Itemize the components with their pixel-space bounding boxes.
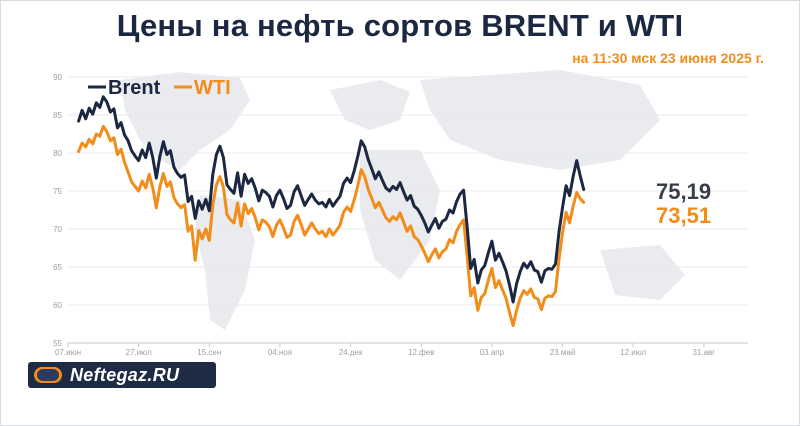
y-tick-label: 75	[53, 187, 62, 196]
neftegaz-logo[interactable]: Neftegaz.RU	[28, 362, 216, 388]
world-map-background	[120, 70, 685, 330]
x-tick-label: 04.ноя	[268, 348, 292, 357]
y-tick-label: 65	[53, 263, 62, 272]
y-tick-label: 70	[53, 225, 62, 234]
y-tick-label: 85	[53, 111, 62, 120]
last-value-wti: 73,51	[656, 203, 711, 228]
chart-series	[77, 95, 586, 327]
series-line-wti	[77, 124, 586, 327]
legend: Brent WTI	[88, 77, 231, 99]
y-tick-label: 55	[53, 339, 62, 348]
y-tick-label: 90	[53, 73, 62, 82]
last-value-brent: 75,19	[656, 179, 711, 204]
x-tick-label: 12.фев	[408, 348, 434, 357]
x-tick-label: 12.июл	[620, 348, 646, 357]
x-tick-label: 07.июн	[55, 348, 81, 357]
y-axis-labels: 55 60 65 70 75 80 85 90	[53, 73, 62, 348]
x-axis-labels: 07.июн 27.июл 15.сен 04.ноя 24.дек 12.фев 03.а…	[55, 348, 715, 357]
x-tick-label: 03.апр	[480, 348, 505, 357]
x-tick-label: 23.май	[550, 348, 576, 357]
legend-label-wti: WTI	[194, 77, 231, 99]
x-tick-label: 15.сен	[197, 348, 221, 357]
x-tick-label: 31.авг	[692, 348, 715, 357]
y-tick-label: 60	[53, 301, 62, 310]
legend-label-brent: Brent	[108, 77, 161, 99]
x-tick-label: 24.дек	[339, 348, 363, 357]
chart-grid	[67, 76, 748, 347]
chart-title: Цены на нефть сортов BRENT и WTI	[116, 8, 684, 43]
logo-text: Neftegaz.RU	[70, 365, 180, 385]
y-tick-label: 80	[53, 149, 62, 158]
x-tick-label: 27.июл	[126, 348, 152, 357]
logo-badge-inner	[37, 369, 59, 381]
series-line-brent	[77, 95, 586, 304]
chart-subtitle: на 11:30 мск 23 июня 2025 г.	[572, 50, 764, 66]
